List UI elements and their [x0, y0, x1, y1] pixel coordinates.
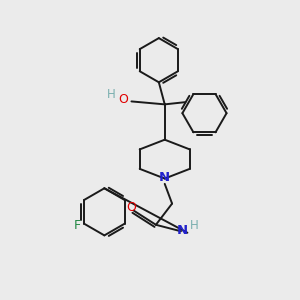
Text: N: N — [159, 171, 170, 184]
Text: F: F — [74, 219, 81, 232]
Text: O: O — [118, 93, 128, 106]
Text: O: O — [126, 201, 136, 214]
Text: H: H — [190, 220, 199, 232]
Text: H: H — [106, 88, 115, 101]
Text: N: N — [177, 224, 188, 237]
